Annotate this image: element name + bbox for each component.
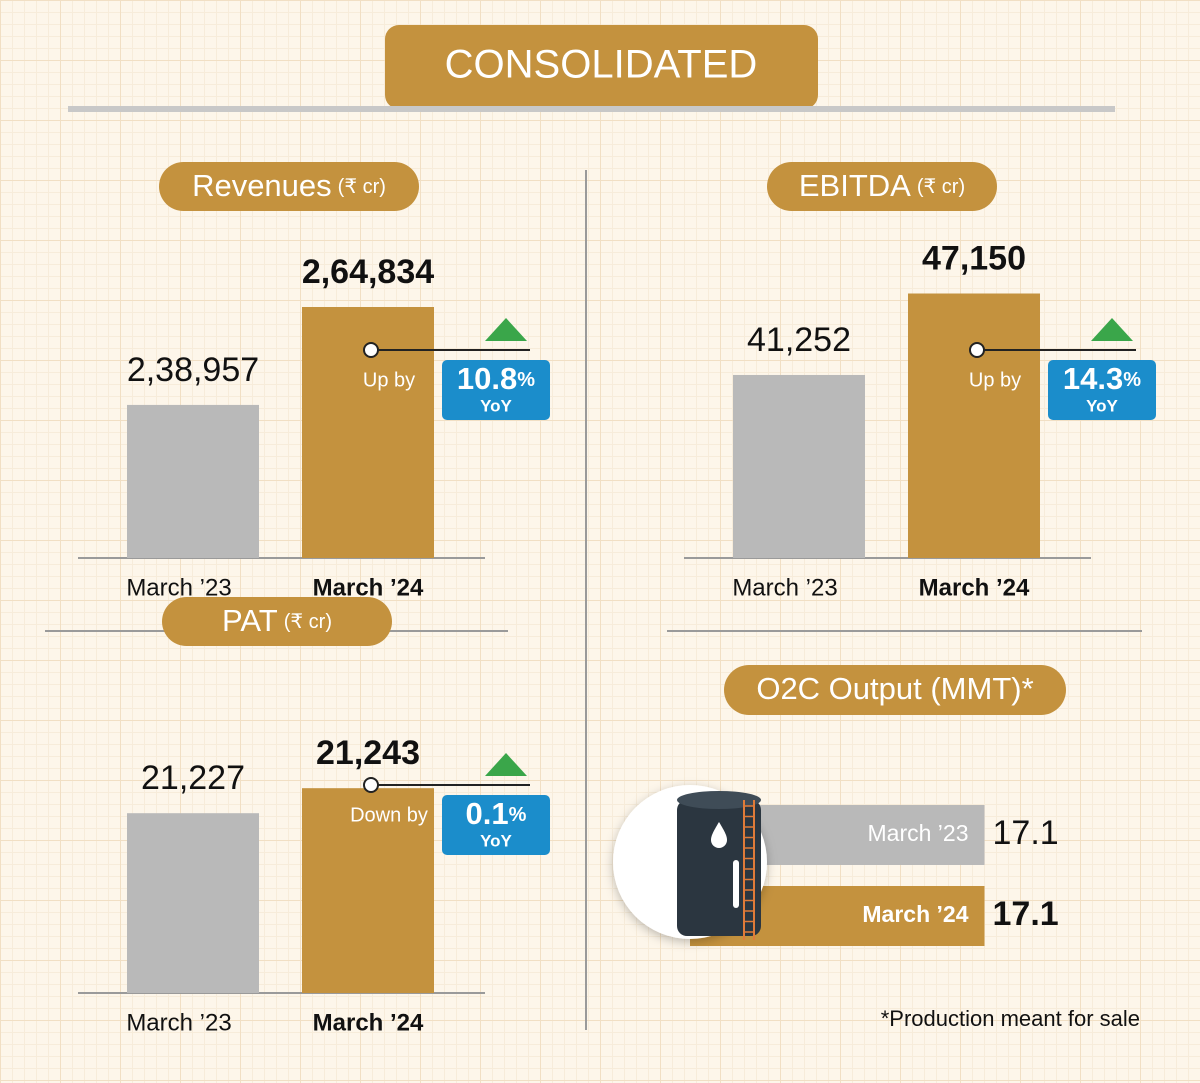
bar xyxy=(908,293,1040,558)
panel-title: Revenues (₹ cr) xyxy=(192,168,386,203)
header-rule xyxy=(68,106,1115,112)
title-unit: (₹ cr) xyxy=(284,611,332,633)
footnote: *Production meant for sale xyxy=(881,1006,1140,1031)
change-value: 14.3% xyxy=(1063,361,1141,396)
gauge xyxy=(733,860,739,908)
up-arrow xyxy=(485,318,527,341)
value-label: 41,252 xyxy=(747,321,851,359)
panel-title: EBITDA (₹ cr) xyxy=(799,168,965,203)
title-text: Revenues xyxy=(192,168,332,203)
value-label: 47,150 xyxy=(922,239,1026,277)
change-box xyxy=(442,795,550,855)
value-label: 2,38,957 xyxy=(127,351,259,389)
change-value: 0.1% xyxy=(466,796,527,831)
change-number: 0.1 xyxy=(466,796,509,831)
pointer-dot xyxy=(363,342,379,358)
bar xyxy=(127,813,259,993)
bar xyxy=(302,788,434,993)
panel-title: PAT (₹ cr) xyxy=(222,603,332,638)
change-unit: % xyxy=(517,369,535,391)
bar xyxy=(733,374,865,558)
category-label: March ’23 xyxy=(126,574,231,601)
title-pill xyxy=(162,597,392,646)
change-text: Down by xyxy=(350,804,428,826)
value-label: 21,227 xyxy=(141,759,245,797)
title-unit: (₹ cr) xyxy=(338,176,386,198)
change-text: Up by xyxy=(363,369,415,391)
tank-top xyxy=(677,791,761,809)
change-number: 14.3 xyxy=(1063,361,1123,396)
header-title: CONSOLIDATED xyxy=(445,43,758,87)
value-label: 17.1 xyxy=(993,814,1059,852)
pointer-dot xyxy=(363,777,379,793)
up-arrow xyxy=(1091,318,1133,341)
drop xyxy=(711,822,727,848)
change-text: Up by xyxy=(969,369,1021,391)
value-label: 2,64,834 xyxy=(302,253,434,291)
up-arrow xyxy=(485,753,527,776)
category-label: March ’23 xyxy=(732,574,837,601)
bar xyxy=(127,404,259,558)
change-box xyxy=(442,360,550,420)
change-number: 10.8 xyxy=(457,361,517,396)
header-pill xyxy=(385,25,818,109)
title-pill xyxy=(767,162,997,211)
category-label: March ’23 xyxy=(868,820,969,846)
category-label: March ’23 xyxy=(126,1009,231,1036)
panel-title: O2C Output (MMT)* xyxy=(756,671,1033,706)
tank-body xyxy=(677,800,761,936)
value-label: 17.1 xyxy=(993,895,1059,933)
category-label: March ’24 xyxy=(919,574,1030,601)
change-unit: % xyxy=(1123,369,1141,391)
category-label: March ’24 xyxy=(313,574,424,601)
change-period: YoY xyxy=(1086,396,1118,415)
title-unit: (₹ cr) xyxy=(917,176,965,198)
change-unit: % xyxy=(509,804,527,826)
category-label: March ’24 xyxy=(313,1009,424,1036)
change-period: YoY xyxy=(480,396,512,415)
category-label: March ’24 xyxy=(862,901,968,927)
value-label: 21,243 xyxy=(316,734,420,772)
title-text: EBITDA xyxy=(799,168,911,203)
change-box xyxy=(1048,360,1156,420)
title-pill xyxy=(159,162,419,211)
change-value: 10.8% xyxy=(457,361,535,396)
title-text: PAT xyxy=(222,603,278,638)
pointer-dot xyxy=(969,342,985,358)
title-pill xyxy=(724,665,1066,715)
change-period: YoY xyxy=(480,831,512,850)
